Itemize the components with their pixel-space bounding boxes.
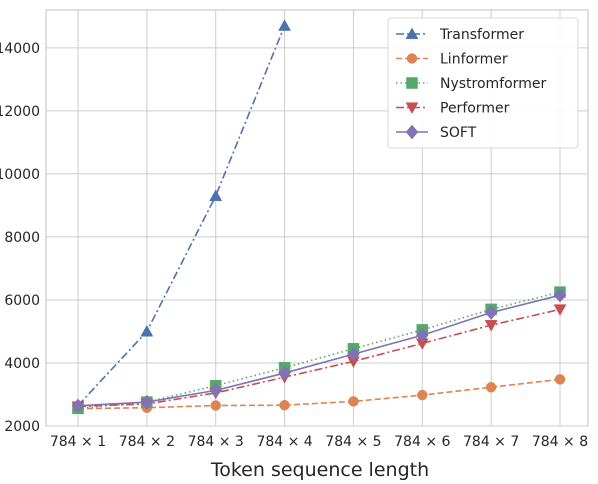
x-tick-label: 784 × 4 bbox=[256, 434, 312, 450]
y-tick-label: 2000 bbox=[4, 419, 40, 435]
legend-item-performer: Performer bbox=[396, 101, 510, 117]
series-line bbox=[77, 308, 561, 408]
data-point bbox=[485, 381, 497, 393]
x-tick-label: 784 × 6 bbox=[394, 434, 450, 450]
data-point bbox=[484, 320, 498, 332]
data-point bbox=[417, 389, 428, 401]
data-point bbox=[279, 399, 290, 411]
legend-marker bbox=[405, 124, 419, 140]
legend-marker bbox=[405, 27, 419, 40]
data-point bbox=[140, 394, 154, 410]
x-tick-label: 784 × 2 bbox=[119, 434, 175, 450]
y-tick-label: 6000 bbox=[4, 293, 40, 309]
data-point bbox=[71, 398, 85, 414]
data-point bbox=[553, 287, 567, 303]
tick-labels: 784 × 1 784 × 2 784 × 3 784 × 4 784 × 5 784 ×… bbox=[0, 41, 588, 450]
y-tick-label: 14000 bbox=[0, 41, 40, 57]
x-tick-label: 784 × 5 bbox=[325, 434, 381, 450]
x-tick-label: 784 × 3 bbox=[188, 434, 244, 450]
data-point bbox=[347, 346, 360, 362]
legend-label: Linformer bbox=[440, 52, 508, 68]
legend-item-nystromformer: Nystromformer bbox=[396, 76, 546, 92]
data-point bbox=[415, 327, 429, 343]
legend-item-transformer: Transformer bbox=[396, 27, 524, 43]
data-point bbox=[209, 189, 223, 201]
legend-item-soft: SOFT bbox=[396, 124, 477, 141]
x-tick-label: 784 × 1 bbox=[50, 434, 106, 450]
legend-label: Performer bbox=[440, 101, 510, 117]
legend: Transformer Linformer Nystromformer Perform… bbox=[387, 17, 579, 149]
legend-label: SOFT bbox=[440, 125, 477, 141]
data-point bbox=[140, 324, 154, 337]
data-point bbox=[209, 383, 223, 398]
series-line bbox=[77, 294, 561, 407]
data-point bbox=[210, 400, 221, 411]
data-point bbox=[484, 305, 498, 320]
x-axis-label: Token sequence length bbox=[210, 459, 429, 481]
data-point bbox=[554, 374, 566, 385]
legend-marker bbox=[405, 102, 419, 115]
x-tick-label: 784 × 8 bbox=[532, 434, 588, 450]
y-tick-label: 4000 bbox=[4, 356, 40, 372]
series-group bbox=[71, 19, 567, 415]
x-tick-label: 784 × 7 bbox=[463, 434, 519, 450]
y-tick-label: 12000 bbox=[0, 104, 40, 120]
legend-box bbox=[387, 17, 579, 149]
legend-item-linformer: Linformer bbox=[396, 52, 508, 68]
legend-marker bbox=[406, 77, 418, 89]
series-soft bbox=[71, 287, 567, 414]
legend-label: Nystromformer bbox=[440, 76, 546, 92]
grid-lines bbox=[46, 10, 588, 427]
data-point bbox=[553, 304, 567, 316]
series-line bbox=[77, 25, 286, 407]
y-tick-label: 10000 bbox=[0, 167, 40, 183]
legend-marker bbox=[406, 53, 418, 64]
data-point bbox=[278, 19, 291, 31]
data-point bbox=[278, 365, 291, 381]
legend-label: Transformer bbox=[439, 27, 524, 43]
y-tick-label: 8000 bbox=[4, 230, 40, 246]
data-point bbox=[348, 396, 359, 407]
